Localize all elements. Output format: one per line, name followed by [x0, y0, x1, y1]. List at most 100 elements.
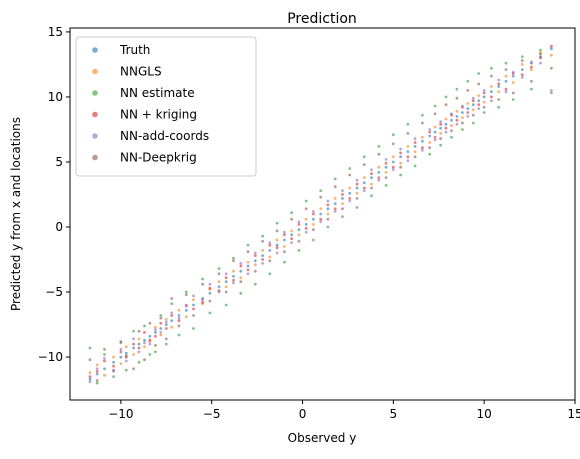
data-point — [497, 85, 501, 88]
data-point — [355, 178, 359, 182]
data-point — [490, 66, 493, 70]
data-point — [433, 112, 437, 116]
data-point — [444, 126, 448, 130]
data-point — [477, 99, 481, 103]
data-point — [224, 290, 228, 294]
data-point — [148, 321, 152, 325]
data-point — [348, 191, 352, 195]
data-point — [261, 262, 264, 265]
data-point — [326, 207, 330, 211]
data-point — [362, 181, 366, 185]
data-point — [461, 116, 464, 120]
data-point — [444, 122, 448, 126]
data-point — [341, 197, 344, 200]
data-point — [283, 238, 286, 242]
data-point — [421, 135, 424, 139]
data-point — [275, 238, 279, 242]
data-point — [119, 340, 123, 343]
y-axis-ticks: −10 −5 0 5 10 15 — [38, 25, 70, 364]
data-point — [88, 375, 92, 378]
y-tick-label: 15 — [48, 25, 63, 39]
data-point — [444, 130, 448, 134]
data-point — [406, 145, 410, 148]
data-point — [283, 233, 286, 237]
y-tick-label: 5 — [55, 155, 63, 169]
data-point — [391, 165, 395, 169]
data-point — [148, 342, 152, 346]
data-point — [159, 321, 163, 325]
data-point — [520, 73, 524, 77]
series-1 — [88, 47, 553, 381]
data-point — [355, 197, 359, 200]
data-point — [239, 262, 243, 265]
data-point — [304, 226, 308, 230]
data-point — [124, 354, 128, 358]
data-point — [413, 150, 417, 154]
data-point — [103, 359, 106, 363]
data-point — [428, 141, 432, 144]
data-point — [253, 263, 257, 267]
legend-label: NN-add-coords — [120, 129, 209, 143]
data-point — [355, 206, 359, 209]
data-point — [439, 126, 442, 130]
data-point — [192, 327, 195, 330]
data-point — [477, 72, 481, 75]
data-point — [290, 211, 293, 215]
data-point — [550, 47, 553, 51]
data-point — [208, 299, 212, 303]
data-point — [312, 210, 315, 213]
data-point — [232, 259, 235, 263]
x-axis-label: Observed y — [288, 431, 357, 445]
data-point — [362, 189, 366, 193]
y-tick-label: 0 — [55, 220, 63, 234]
data-point — [297, 228, 301, 232]
data-point — [208, 286, 212, 290]
data-point — [290, 241, 293, 245]
legend-item: NNGLS — [92, 65, 162, 79]
data-point — [326, 212, 330, 216]
data-point — [471, 121, 475, 125]
data-point — [137, 360, 141, 364]
data-point — [119, 350, 123, 354]
data-point — [164, 318, 168, 321]
data-point — [95, 381, 99, 385]
legend-box — [75, 36, 257, 177]
data-point — [511, 91, 515, 95]
data-point — [471, 96, 475, 100]
data-point — [341, 215, 344, 219]
data-point — [217, 290, 221, 294]
data-point — [143, 341, 146, 345]
data-point — [504, 61, 508, 65]
data-point — [391, 160, 395, 164]
data-point — [268, 272, 272, 276]
data-point — [201, 277, 205, 281]
legend-item: NN + kriging — [92, 108, 197, 122]
data-point — [520, 55, 524, 58]
data-point — [341, 193, 344, 196]
data-point — [224, 303, 228, 307]
data-point — [88, 371, 92, 375]
data-point — [261, 258, 264, 261]
data-point — [511, 74, 515, 78]
data-point — [319, 212, 323, 216]
series-5 — [88, 60, 553, 384]
data-point — [88, 380, 92, 384]
data-point — [132, 367, 136, 371]
data-point — [312, 238, 315, 242]
data-point — [362, 186, 366, 190]
data-point — [253, 282, 257, 286]
data-point — [348, 173, 352, 177]
data-point — [490, 99, 493, 103]
data-point — [297, 220, 301, 224]
data-point — [304, 217, 308, 221]
data-point — [377, 152, 381, 156]
data-point — [455, 118, 459, 122]
data-point — [154, 350, 157, 354]
data-point — [143, 345, 146, 349]
data-point — [95, 363, 99, 367]
data-point — [154, 331, 157, 334]
data-point — [348, 186, 352, 190]
legend-item: NN estimate — [92, 86, 195, 100]
data-point — [511, 81, 515, 84]
series-4 — [88, 44, 553, 378]
